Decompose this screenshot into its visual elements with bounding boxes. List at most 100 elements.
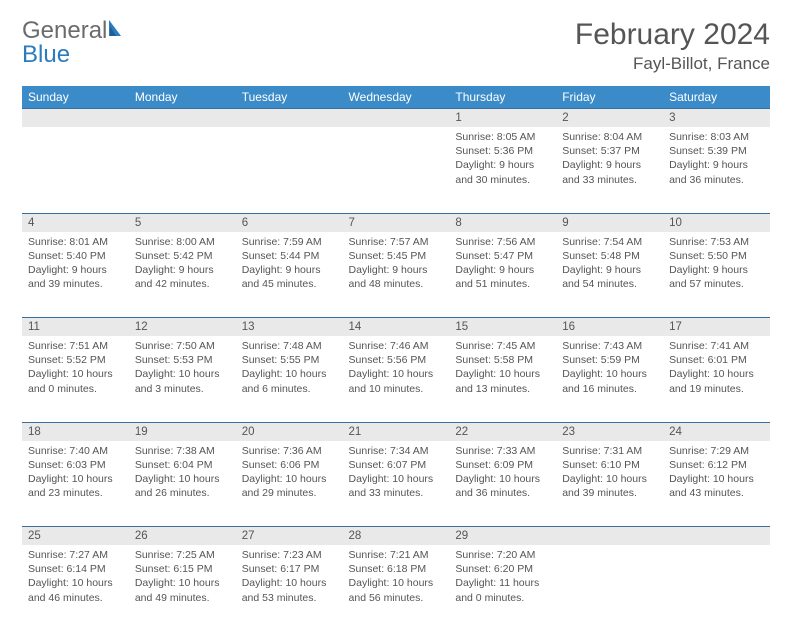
day-content: Sunrise: 7:57 AMSunset: 5:45 PMDaylight:… xyxy=(343,232,450,298)
day-cell: Sunrise: 8:01 AMSunset: 5:40 PMDaylight:… xyxy=(22,232,129,318)
day-number-cell: 18 xyxy=(22,422,129,441)
day-number: 6 xyxy=(236,214,343,232)
weekday-row: SundayMondayTuesdayWednesdayThursdayFrid… xyxy=(22,86,770,109)
day-number: 10 xyxy=(663,214,770,232)
day-number: 15 xyxy=(449,318,556,336)
day-cell: Sunrise: 7:36 AMSunset: 6:06 PMDaylight:… xyxy=(236,441,343,527)
day-content: Sunrise: 7:36 AMSunset: 6:06 PMDaylight:… xyxy=(236,441,343,507)
day-cell: Sunrise: 7:41 AMSunset: 6:01 PMDaylight:… xyxy=(663,336,770,422)
day-cell: Sunrise: 7:56 AMSunset: 5:47 PMDaylight:… xyxy=(449,232,556,318)
day-content: Sunrise: 7:46 AMSunset: 5:56 PMDaylight:… xyxy=(343,336,450,402)
day-number: 26 xyxy=(129,527,236,545)
day-cell: Sunrise: 7:29 AMSunset: 6:12 PMDaylight:… xyxy=(663,441,770,527)
weekday-header: Friday xyxy=(556,86,663,109)
day-cell: Sunrise: 7:25 AMSunset: 6:15 PMDaylight:… xyxy=(129,545,236,631)
day-number: 1 xyxy=(449,109,556,127)
day-number: 3 xyxy=(663,109,770,127)
day-content: Sunrise: 7:38 AMSunset: 6:04 PMDaylight:… xyxy=(129,441,236,507)
day-number-cell: 23 xyxy=(556,422,663,441)
day-number: 2 xyxy=(556,109,663,127)
daynum-row: 2526272829 xyxy=(22,527,770,546)
week-row: Sunrise: 7:27 AMSunset: 6:14 PMDaylight:… xyxy=(22,545,770,631)
day-number-cell: 6 xyxy=(236,213,343,232)
day-number-cell: 8 xyxy=(449,213,556,232)
day-number: 18 xyxy=(22,423,129,441)
day-number: 11 xyxy=(22,318,129,336)
day-content: Sunrise: 7:54 AMSunset: 5:48 PMDaylight:… xyxy=(556,232,663,298)
day-cell: Sunrise: 7:31 AMSunset: 6:10 PMDaylight:… xyxy=(556,441,663,527)
day-cell xyxy=(343,127,450,213)
day-number: 17 xyxy=(663,318,770,336)
day-content: Sunrise: 7:33 AMSunset: 6:09 PMDaylight:… xyxy=(449,441,556,507)
day-content: Sunrise: 7:53 AMSunset: 5:50 PMDaylight:… xyxy=(663,232,770,298)
day-content: Sunrise: 8:05 AMSunset: 5:36 PMDaylight:… xyxy=(449,127,556,193)
day-content xyxy=(556,545,663,554)
day-cell: Sunrise: 7:21 AMSunset: 6:18 PMDaylight:… xyxy=(343,545,450,631)
day-number: 20 xyxy=(236,423,343,441)
day-content: Sunrise: 7:34 AMSunset: 6:07 PMDaylight:… xyxy=(343,441,450,507)
day-cell: Sunrise: 8:05 AMSunset: 5:36 PMDaylight:… xyxy=(449,127,556,213)
day-number-cell xyxy=(556,527,663,546)
week-row: Sunrise: 7:51 AMSunset: 5:52 PMDaylight:… xyxy=(22,336,770,422)
daynum-row: 45678910 xyxy=(22,213,770,232)
day-number-cell xyxy=(236,109,343,128)
day-number-cell: 7 xyxy=(343,213,450,232)
day-cell: Sunrise: 7:43 AMSunset: 5:59 PMDaylight:… xyxy=(556,336,663,422)
day-cell: Sunrise: 7:53 AMSunset: 5:50 PMDaylight:… xyxy=(663,232,770,318)
day-number-cell: 15 xyxy=(449,318,556,337)
day-cell xyxy=(236,127,343,213)
day-content xyxy=(663,545,770,554)
calendar-head: SundayMondayTuesdayWednesdayThursdayFrid… xyxy=(22,86,770,109)
week-row: Sunrise: 8:01 AMSunset: 5:40 PMDaylight:… xyxy=(22,232,770,318)
daynum-row: 11121314151617 xyxy=(22,318,770,337)
day-content: Sunrise: 7:31 AMSunset: 6:10 PMDaylight:… xyxy=(556,441,663,507)
day-content: Sunrise: 7:27 AMSunset: 6:14 PMDaylight:… xyxy=(22,545,129,611)
day-content xyxy=(343,127,450,136)
day-content: Sunrise: 7:21 AMSunset: 6:18 PMDaylight:… xyxy=(343,545,450,611)
day-number-cell: 11 xyxy=(22,318,129,337)
day-content xyxy=(129,127,236,136)
day-number: 27 xyxy=(236,527,343,545)
day-number: 25 xyxy=(22,527,129,545)
day-content: Sunrise: 8:04 AMSunset: 5:37 PMDaylight:… xyxy=(556,127,663,193)
weekday-header: Sunday xyxy=(22,86,129,109)
day-number: 24 xyxy=(663,423,770,441)
day-content: Sunrise: 7:41 AMSunset: 6:01 PMDaylight:… xyxy=(663,336,770,402)
day-number: 28 xyxy=(343,527,450,545)
day-content: Sunrise: 7:51 AMSunset: 5:52 PMDaylight:… xyxy=(22,336,129,402)
day-number-cell xyxy=(129,109,236,128)
day-cell: Sunrise: 8:00 AMSunset: 5:42 PMDaylight:… xyxy=(129,232,236,318)
day-number xyxy=(22,109,129,127)
day-number xyxy=(129,109,236,127)
location: Fayl-Billot, France xyxy=(575,54,770,74)
day-content: Sunrise: 7:29 AMSunset: 6:12 PMDaylight:… xyxy=(663,441,770,507)
logo-part2: Blue xyxy=(22,41,70,68)
day-content: Sunrise: 8:03 AMSunset: 5:39 PMDaylight:… xyxy=(663,127,770,193)
day-number xyxy=(556,527,663,545)
day-number-cell xyxy=(663,527,770,546)
day-content: Sunrise: 7:23 AMSunset: 6:17 PMDaylight:… xyxy=(236,545,343,611)
day-cell: Sunrise: 7:33 AMSunset: 6:09 PMDaylight:… xyxy=(449,441,556,527)
logo: General Blue xyxy=(22,18,129,67)
page-title: February 2024 xyxy=(575,18,770,52)
day-cell: Sunrise: 7:23 AMSunset: 6:17 PMDaylight:… xyxy=(236,545,343,631)
day-number-cell: 2 xyxy=(556,109,663,128)
day-number xyxy=(236,109,343,127)
day-number: 13 xyxy=(236,318,343,336)
day-content: Sunrise: 7:59 AMSunset: 5:44 PMDaylight:… xyxy=(236,232,343,298)
daynum-row: 123 xyxy=(22,109,770,128)
day-cell: Sunrise: 7:20 AMSunset: 6:20 PMDaylight:… xyxy=(449,545,556,631)
calendar-table: SundayMondayTuesdayWednesdayThursdayFrid… xyxy=(22,86,770,631)
day-cell: Sunrise: 7:27 AMSunset: 6:14 PMDaylight:… xyxy=(22,545,129,631)
day-number: 5 xyxy=(129,214,236,232)
weekday-header: Thursday xyxy=(449,86,556,109)
day-content: Sunrise: 7:50 AMSunset: 5:53 PMDaylight:… xyxy=(129,336,236,402)
day-cell xyxy=(556,545,663,631)
day-content: Sunrise: 7:45 AMSunset: 5:58 PMDaylight:… xyxy=(449,336,556,402)
day-number: 19 xyxy=(129,423,236,441)
day-number: 7 xyxy=(343,214,450,232)
day-cell: Sunrise: 7:50 AMSunset: 5:53 PMDaylight:… xyxy=(129,336,236,422)
sail-icon xyxy=(107,18,129,43)
day-content: Sunrise: 7:43 AMSunset: 5:59 PMDaylight:… xyxy=(556,336,663,402)
day-number-cell xyxy=(22,109,129,128)
